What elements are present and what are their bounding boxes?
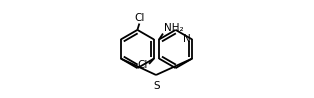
- Text: NH₂: NH₂: [164, 23, 184, 33]
- Text: Cl: Cl: [134, 13, 145, 23]
- Text: Cl: Cl: [137, 60, 148, 70]
- Text: S: S: [153, 81, 160, 91]
- Text: N: N: [183, 34, 191, 44]
